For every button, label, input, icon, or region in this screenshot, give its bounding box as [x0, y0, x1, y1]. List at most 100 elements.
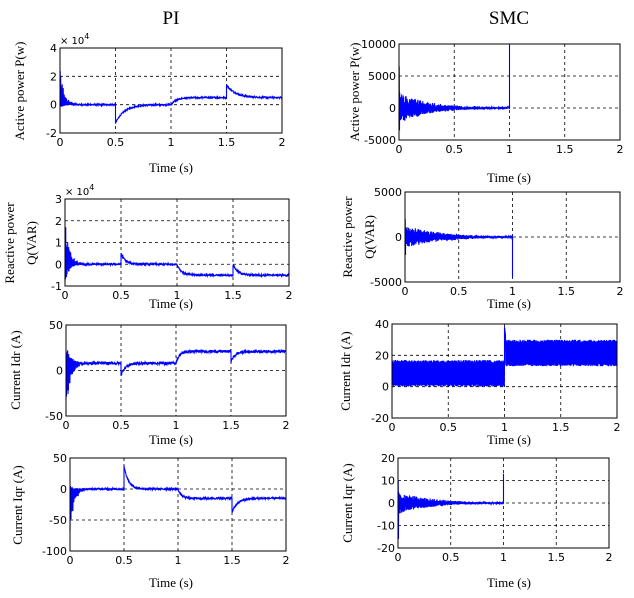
y-tick-label: 20	[381, 452, 395, 465]
y-axis-label-line2: Q(VAR)	[362, 215, 377, 259]
x-tick-label: 1	[174, 289, 181, 302]
x-tick-label: 2	[286, 289, 293, 302]
smc-idr-current-trace	[391, 327, 618, 387]
y-tick-label: -5000	[364, 134, 396, 147]
x-tick-label: 0	[396, 143, 403, 156]
y-tick-label: 10	[381, 475, 395, 488]
plot-frame	[404, 191, 621, 283]
y-tick-label: 20	[375, 349, 389, 362]
x-axis-label: Time (s)	[149, 432, 193, 447]
x-tick-label: 1.5	[222, 419, 240, 432]
y-tick-label: 3	[55, 193, 62, 206]
x-tick-label: 1	[501, 421, 508, 434]
y-tick-label: 2	[50, 70, 57, 83]
x-tick-label: 0	[67, 554, 74, 567]
y-tick-label: -20	[377, 542, 395, 555]
plot-frame	[65, 324, 287, 417]
y-tick-label: 0	[389, 102, 396, 115]
plot-frame	[69, 457, 287, 552]
y-multiplier-label: × 104	[60, 32, 89, 47]
x-tick-label: 0.5	[107, 136, 125, 149]
y-tick-label: 0	[382, 381, 389, 394]
x-tick-label: 0.5	[440, 421, 458, 434]
x-tick-label: 2	[283, 419, 290, 432]
y-tick-label: 5000	[368, 70, 396, 83]
y-tick-label: 50	[53, 452, 67, 465]
y-tick-label: 0	[395, 231, 402, 244]
y-tick-label: 0	[56, 365, 63, 378]
x-tick-label: 1	[506, 143, 513, 156]
plot-frame	[59, 47, 283, 134]
x-tick-label: 0.5	[442, 551, 460, 564]
x-tick-label: 1	[168, 136, 175, 149]
y-tick-label: 2	[55, 215, 62, 228]
y-tick-label: 1	[55, 237, 62, 250]
x-tick-label: 1.5	[223, 554, 241, 567]
y-axis-label: Active power P(w)	[12, 42, 27, 141]
x-tick-label: 0	[63, 419, 70, 432]
y-tick-label: 0	[55, 258, 62, 271]
y-axis-label: Current Idr (A)	[338, 331, 353, 410]
x-tick-label: 1.5	[552, 421, 570, 434]
x-tick-label: 1	[175, 554, 182, 567]
x-tick-label: 0	[389, 421, 396, 434]
y-tick-label: 0	[388, 497, 395, 510]
x-tick-label: 2	[279, 136, 286, 149]
x-tick-label: 0	[62, 289, 69, 302]
y-tick-label: 10000	[361, 38, 396, 51]
y-tick-label: -1	[51, 280, 62, 293]
pi-active-power-trace	[59, 70, 283, 124]
x-tick-label: 2	[606, 551, 613, 564]
x-tick-label: 0	[402, 285, 409, 298]
y-tick-label: -50	[45, 410, 63, 423]
x-tick-label: 2	[617, 285, 624, 298]
x-axis-label: Time (s)	[149, 575, 193, 590]
x-axis-label: Time (s)	[487, 575, 531, 590]
pi-idr-current-trace	[65, 348, 287, 400]
plot-frame	[64, 198, 290, 287]
x-tick-label: 0	[395, 551, 402, 564]
y-axis-label: Reactive power	[340, 196, 355, 278]
y-tick-label: 0	[60, 483, 67, 496]
pi-iqr-current-trace	[69, 464, 287, 531]
x-tick-label: 1.5	[224, 289, 242, 302]
x-tick-label: 0.5	[446, 143, 464, 156]
y-tick-label: -50	[49, 514, 67, 527]
plot-frame	[391, 323, 618, 419]
x-tick-label: 1.5	[548, 551, 566, 564]
x-tick-label: 1.5	[558, 285, 576, 298]
y-tick-label: 50	[49, 319, 63, 332]
pi-iqr-current-plot: 0 0.5 1 1.5 2 -100 -50 0 50 Time (s) Current Iqr (…	[10, 452, 290, 590]
x-tick-label: 2	[283, 554, 290, 567]
y-tick-label: -2	[46, 127, 57, 140]
x-tick-label: 1.5	[556, 143, 574, 156]
x-axis-label: Time (s)	[149, 160, 193, 175]
y-tick-label: -5000	[370, 276, 402, 289]
x-tick-label: 1	[500, 551, 507, 564]
y-tick-label: 5000	[374, 186, 402, 199]
y-tick-label: -10	[377, 520, 395, 533]
y-tick-label: 4	[50, 42, 57, 55]
y-tick-label: -100	[42, 545, 67, 558]
smc-iqr-current-plot: 0 0.5 1 1.5 2 -20 -10 0 10 20 Time (s) Current Iqr …	[340, 452, 613, 590]
pi-reactive-power-trace	[64, 227, 290, 282]
y-axis-label: Active power P(w)	[347, 43, 362, 142]
x-axis-label: Time (s)	[487, 432, 531, 447]
x-axis-label: Time (s)	[487, 296, 531, 311]
y-axis-label: Current Iqr (A)	[340, 463, 355, 542]
plot-frame	[397, 457, 610, 549]
x-tick-label: 1	[173, 419, 180, 432]
y-tick-label: -20	[371, 412, 389, 425]
x-tick-label: 2	[617, 143, 624, 156]
column-title-pi: PI	[163, 8, 180, 29]
y-tick-label: 0	[50, 99, 57, 112]
x-tick-label: 0.5	[112, 289, 130, 302]
x-tick-label: 0.5	[112, 419, 130, 432]
y-axis-label: Reactive power	[2, 202, 17, 284]
y-multiplier-label: × 104	[65, 183, 94, 198]
y-axis-label-line2: Q(VAR)	[24, 221, 39, 265]
